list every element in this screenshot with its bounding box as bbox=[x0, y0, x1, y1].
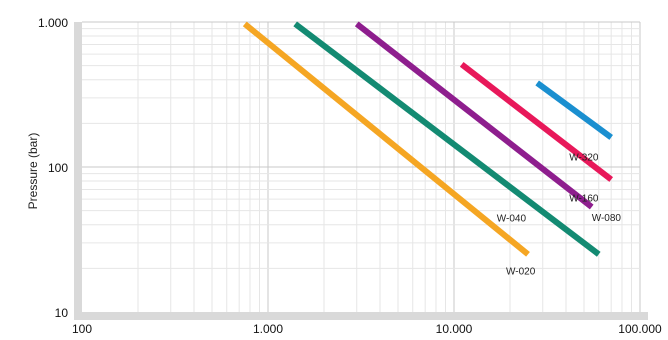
series-label-w-080: W-080 bbox=[592, 213, 622, 224]
y-axis-band bbox=[74, 22, 82, 320]
x-axis-band bbox=[74, 312, 648, 320]
x-tick-label: 10.000 bbox=[436, 322, 473, 336]
series-lines bbox=[242, 21, 614, 257]
y-tick-label: 10 bbox=[55, 306, 69, 320]
y-tick-label: 1.000 bbox=[38, 16, 68, 30]
y-axis-label: Pressure (bar) bbox=[26, 133, 40, 210]
x-tick-label: 100 bbox=[72, 322, 92, 336]
series-label-w-040: W-040 bbox=[497, 213, 527, 224]
axis-frame bbox=[74, 22, 648, 320]
series-labels: W-020 W-040 W-080 W-160 W-320 bbox=[497, 152, 622, 277]
series-label-w-020: W-020 bbox=[506, 266, 536, 277]
series-label-w-160: W-160 bbox=[569, 193, 599, 204]
series-line-w-080 bbox=[354, 21, 594, 210]
series-label-w-320: W-320 bbox=[569, 152, 599, 163]
x-tick-label: 1.000 bbox=[253, 322, 283, 336]
series-line-w-320 bbox=[535, 80, 613, 140]
x-tick-label: 100.000 bbox=[618, 322, 662, 336]
series-line-w-040 bbox=[293, 21, 601, 257]
grid bbox=[82, 21, 641, 312]
series-line-w-020 bbox=[242, 21, 530, 257]
series-line-w-160 bbox=[459, 62, 614, 182]
y-tick-label: 100 bbox=[48, 161, 68, 175]
